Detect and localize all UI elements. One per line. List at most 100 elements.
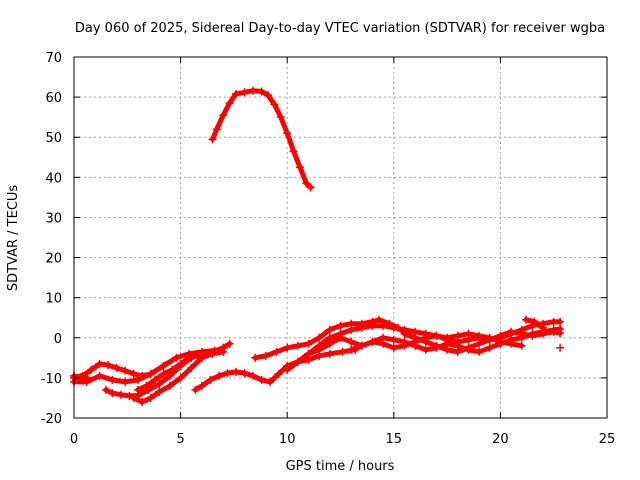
data-point — [193, 351, 202, 360]
data-point — [539, 323, 548, 332]
data-point — [528, 331, 537, 340]
data-point — [336, 321, 345, 330]
series-trace — [135, 353, 201, 393]
data-point — [133, 375, 142, 384]
data-point — [223, 369, 232, 378]
data-point — [191, 385, 200, 394]
data-point — [185, 353, 194, 362]
data-point — [116, 390, 125, 399]
data-point — [475, 347, 484, 356]
data-point — [155, 379, 164, 388]
data-point — [325, 339, 334, 348]
data-point — [187, 363, 196, 372]
data-point — [249, 86, 258, 95]
data-point — [304, 349, 313, 358]
data-point — [206, 375, 215, 384]
y-tick-label: 0 — [54, 332, 62, 347]
data-point — [87, 365, 96, 374]
data-point — [549, 327, 558, 336]
data-point — [283, 365, 292, 374]
data-point — [212, 125, 221, 134]
data-point — [556, 343, 565, 352]
data-point — [357, 341, 366, 350]
data-series — [70, 86, 565, 406]
data-point — [347, 325, 356, 334]
data-point — [400, 341, 409, 350]
data-point — [283, 343, 292, 352]
data-point — [315, 333, 324, 342]
data-point — [197, 381, 206, 390]
data-point — [257, 87, 266, 96]
data-point — [151, 375, 160, 384]
plot-frame — [73, 56, 608, 419]
data-point — [411, 333, 420, 342]
y-tick-label: 70 — [45, 51, 62, 66]
series-trace — [131, 349, 226, 405]
data-point — [176, 359, 185, 368]
data-point — [302, 179, 311, 188]
data-point — [104, 361, 113, 370]
data-point — [379, 321, 388, 330]
data-point — [108, 375, 117, 384]
data-point — [276, 113, 285, 122]
series-trace — [71, 361, 154, 381]
data-point — [129, 369, 138, 378]
data-point — [261, 351, 270, 360]
data-point — [389, 343, 398, 352]
data-point — [225, 339, 234, 348]
data-point — [336, 333, 345, 342]
data-point — [82, 373, 91, 382]
series-14 — [521, 315, 548, 332]
data-point — [257, 375, 266, 384]
data-point — [240, 88, 249, 97]
data-point — [142, 381, 151, 390]
x-tick-label: 25 — [599, 432, 616, 447]
x-tick-label: 0 — [70, 432, 78, 447]
data-point — [219, 347, 228, 356]
data-point — [133, 385, 142, 394]
data-point — [168, 365, 177, 374]
data-point — [129, 393, 138, 402]
x-tick-label: 15 — [386, 432, 403, 447]
series-15 — [556, 343, 565, 352]
data-point — [219, 111, 228, 120]
data-point — [293, 341, 302, 350]
data-point — [496, 331, 505, 340]
x-axis-label: GPS time / hours — [286, 459, 395, 474]
data-point — [517, 341, 526, 350]
series-trace — [252, 317, 410, 361]
data-point — [357, 323, 366, 332]
series-1 — [208, 86, 315, 192]
data-point — [112, 363, 121, 372]
data-point — [507, 327, 516, 336]
data-point — [159, 369, 168, 378]
data-point — [517, 329, 526, 338]
series-trace — [210, 88, 314, 190]
data-point — [325, 349, 334, 358]
data-point — [95, 371, 104, 380]
data-point — [400, 329, 409, 338]
series-6 — [129, 347, 228, 406]
series-trace — [402, 329, 563, 355]
data-point — [315, 345, 324, 354]
y-tick-label: 40 — [45, 171, 62, 186]
data-point — [249, 371, 258, 380]
data-point — [556, 317, 565, 326]
chart-title: Day 060 of 2025, Sidereal Day-to-day VTE… — [75, 21, 605, 36]
data-point — [325, 325, 334, 334]
data-point — [208, 135, 217, 144]
data-point — [270, 100, 279, 109]
data-point — [432, 331, 441, 340]
x-tick-label: 10 — [279, 432, 296, 447]
series-trace — [193, 347, 358, 393]
data-point — [232, 367, 241, 376]
y-tick-label: 50 — [45, 131, 62, 146]
data-point — [159, 361, 168, 370]
y-tick-label: 60 — [45, 91, 62, 106]
x-tick-label: 20 — [492, 432, 509, 447]
y-tick-label: 20 — [45, 252, 62, 267]
data-point — [368, 321, 377, 330]
data-point — [374, 315, 383, 324]
data-point — [368, 337, 377, 346]
data-point — [138, 397, 147, 406]
